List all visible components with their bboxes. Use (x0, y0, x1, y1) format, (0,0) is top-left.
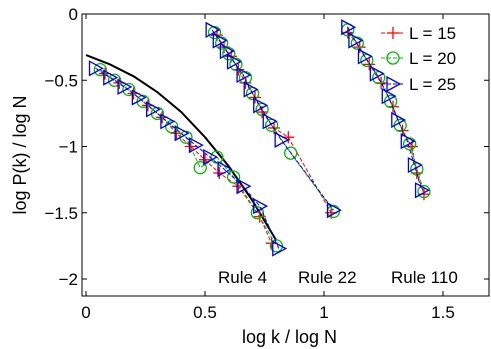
data-point (222, 47, 236, 61)
data-point (407, 156, 423, 174)
data-point (274, 131, 290, 148)
data-point (236, 178, 252, 195)
y-axis-label: log P(k) / log N (10, 95, 30, 214)
plot-frame (81, 13, 490, 297)
data-point (184, 140, 197, 153)
data-point (284, 146, 298, 160)
data-point (363, 58, 376, 71)
data-point (160, 113, 176, 130)
x-axis-label: log k / log N (242, 327, 337, 347)
data-point (357, 48, 373, 65)
data-point (253, 97, 269, 114)
data-point (229, 57, 243, 71)
data-point (369, 65, 385, 82)
legend-marker-glyph (386, 51, 400, 65)
legend-marker-glyph (387, 27, 399, 39)
x-tick-label: 0 (81, 303, 90, 322)
data-point (348, 32, 364, 49)
data-point (131, 89, 147, 106)
data-point (93, 63, 107, 77)
data-point (174, 125, 190, 142)
data-point (391, 111, 407, 129)
ticks-layer: 0 0.5 1 1.5 0 −0.5 −1 −1.5 −2 (44, 5, 489, 322)
legend-entry-l25: L = 25 (409, 75, 456, 94)
annotation-rule-110: Rule 110 (391, 268, 458, 287)
data-point (414, 182, 430, 199)
y-tick-label: 0 (69, 5, 78, 24)
data-point (243, 81, 259, 98)
data-point (145, 101, 162, 118)
data-point (193, 161, 207, 175)
y-tick-label: −1.5 (44, 204, 78, 223)
legend-entry-l20: L = 20 (409, 49, 456, 68)
legend-entry-l15: L = 15 (409, 24, 456, 43)
x-tick-label: 1 (319, 303, 328, 322)
x-tick-label: 1.5 (431, 303, 455, 322)
data-point (350, 36, 364, 50)
data-point (188, 137, 204, 154)
y-tick-label: −0.5 (44, 71, 78, 90)
data-point (272, 240, 288, 257)
annotation-rule-4: Rule 4 (218, 268, 267, 287)
data-point (403, 137, 417, 151)
data-point (326, 202, 342, 219)
x-tick-label: 0.5 (193, 303, 217, 322)
data-point (236, 66, 252, 84)
series-line-l20-0 (100, 69, 277, 247)
data-point (203, 149, 219, 166)
series-line-l25-0 (95, 67, 280, 249)
data-point (417, 184, 431, 199)
series-layer (88, 19, 431, 257)
data-point (269, 239, 284, 253)
data-point (122, 82, 136, 97)
legend: L = 15 L = 20 L = 25 (381, 24, 456, 94)
data-point (262, 113, 278, 130)
data-point (215, 36, 229, 50)
data-point (381, 88, 397, 105)
legend-marker-l15 (381, 27, 405, 39)
data-point (107, 73, 122, 87)
y-tick-label: −1 (59, 138, 78, 157)
legend-marker-l20 (381, 51, 405, 65)
y-tick-label: −2 (59, 270, 78, 289)
data-point (88, 60, 104, 77)
data-point (341, 19, 357, 36)
data-point (400, 133, 416, 150)
annotation-rule-22: Rule 22 (298, 268, 357, 287)
series-line-l15-1 (216, 34, 332, 214)
data-point (226, 170, 241, 184)
legend-marker-glyph (386, 75, 402, 93)
data-point (103, 69, 119, 86)
data-point (117, 78, 133, 95)
series-l25 (88, 19, 430, 257)
data-point (207, 25, 222, 40)
series-line-l15-0 (104, 73, 273, 244)
series-line-l25-2 (347, 27, 423, 191)
data-point (226, 53, 242, 70)
data-point (217, 160, 233, 178)
data-point (250, 206, 265, 220)
legend-marker-l25 (381, 75, 405, 93)
data-point (253, 198, 269, 215)
data-point (210, 150, 224, 164)
